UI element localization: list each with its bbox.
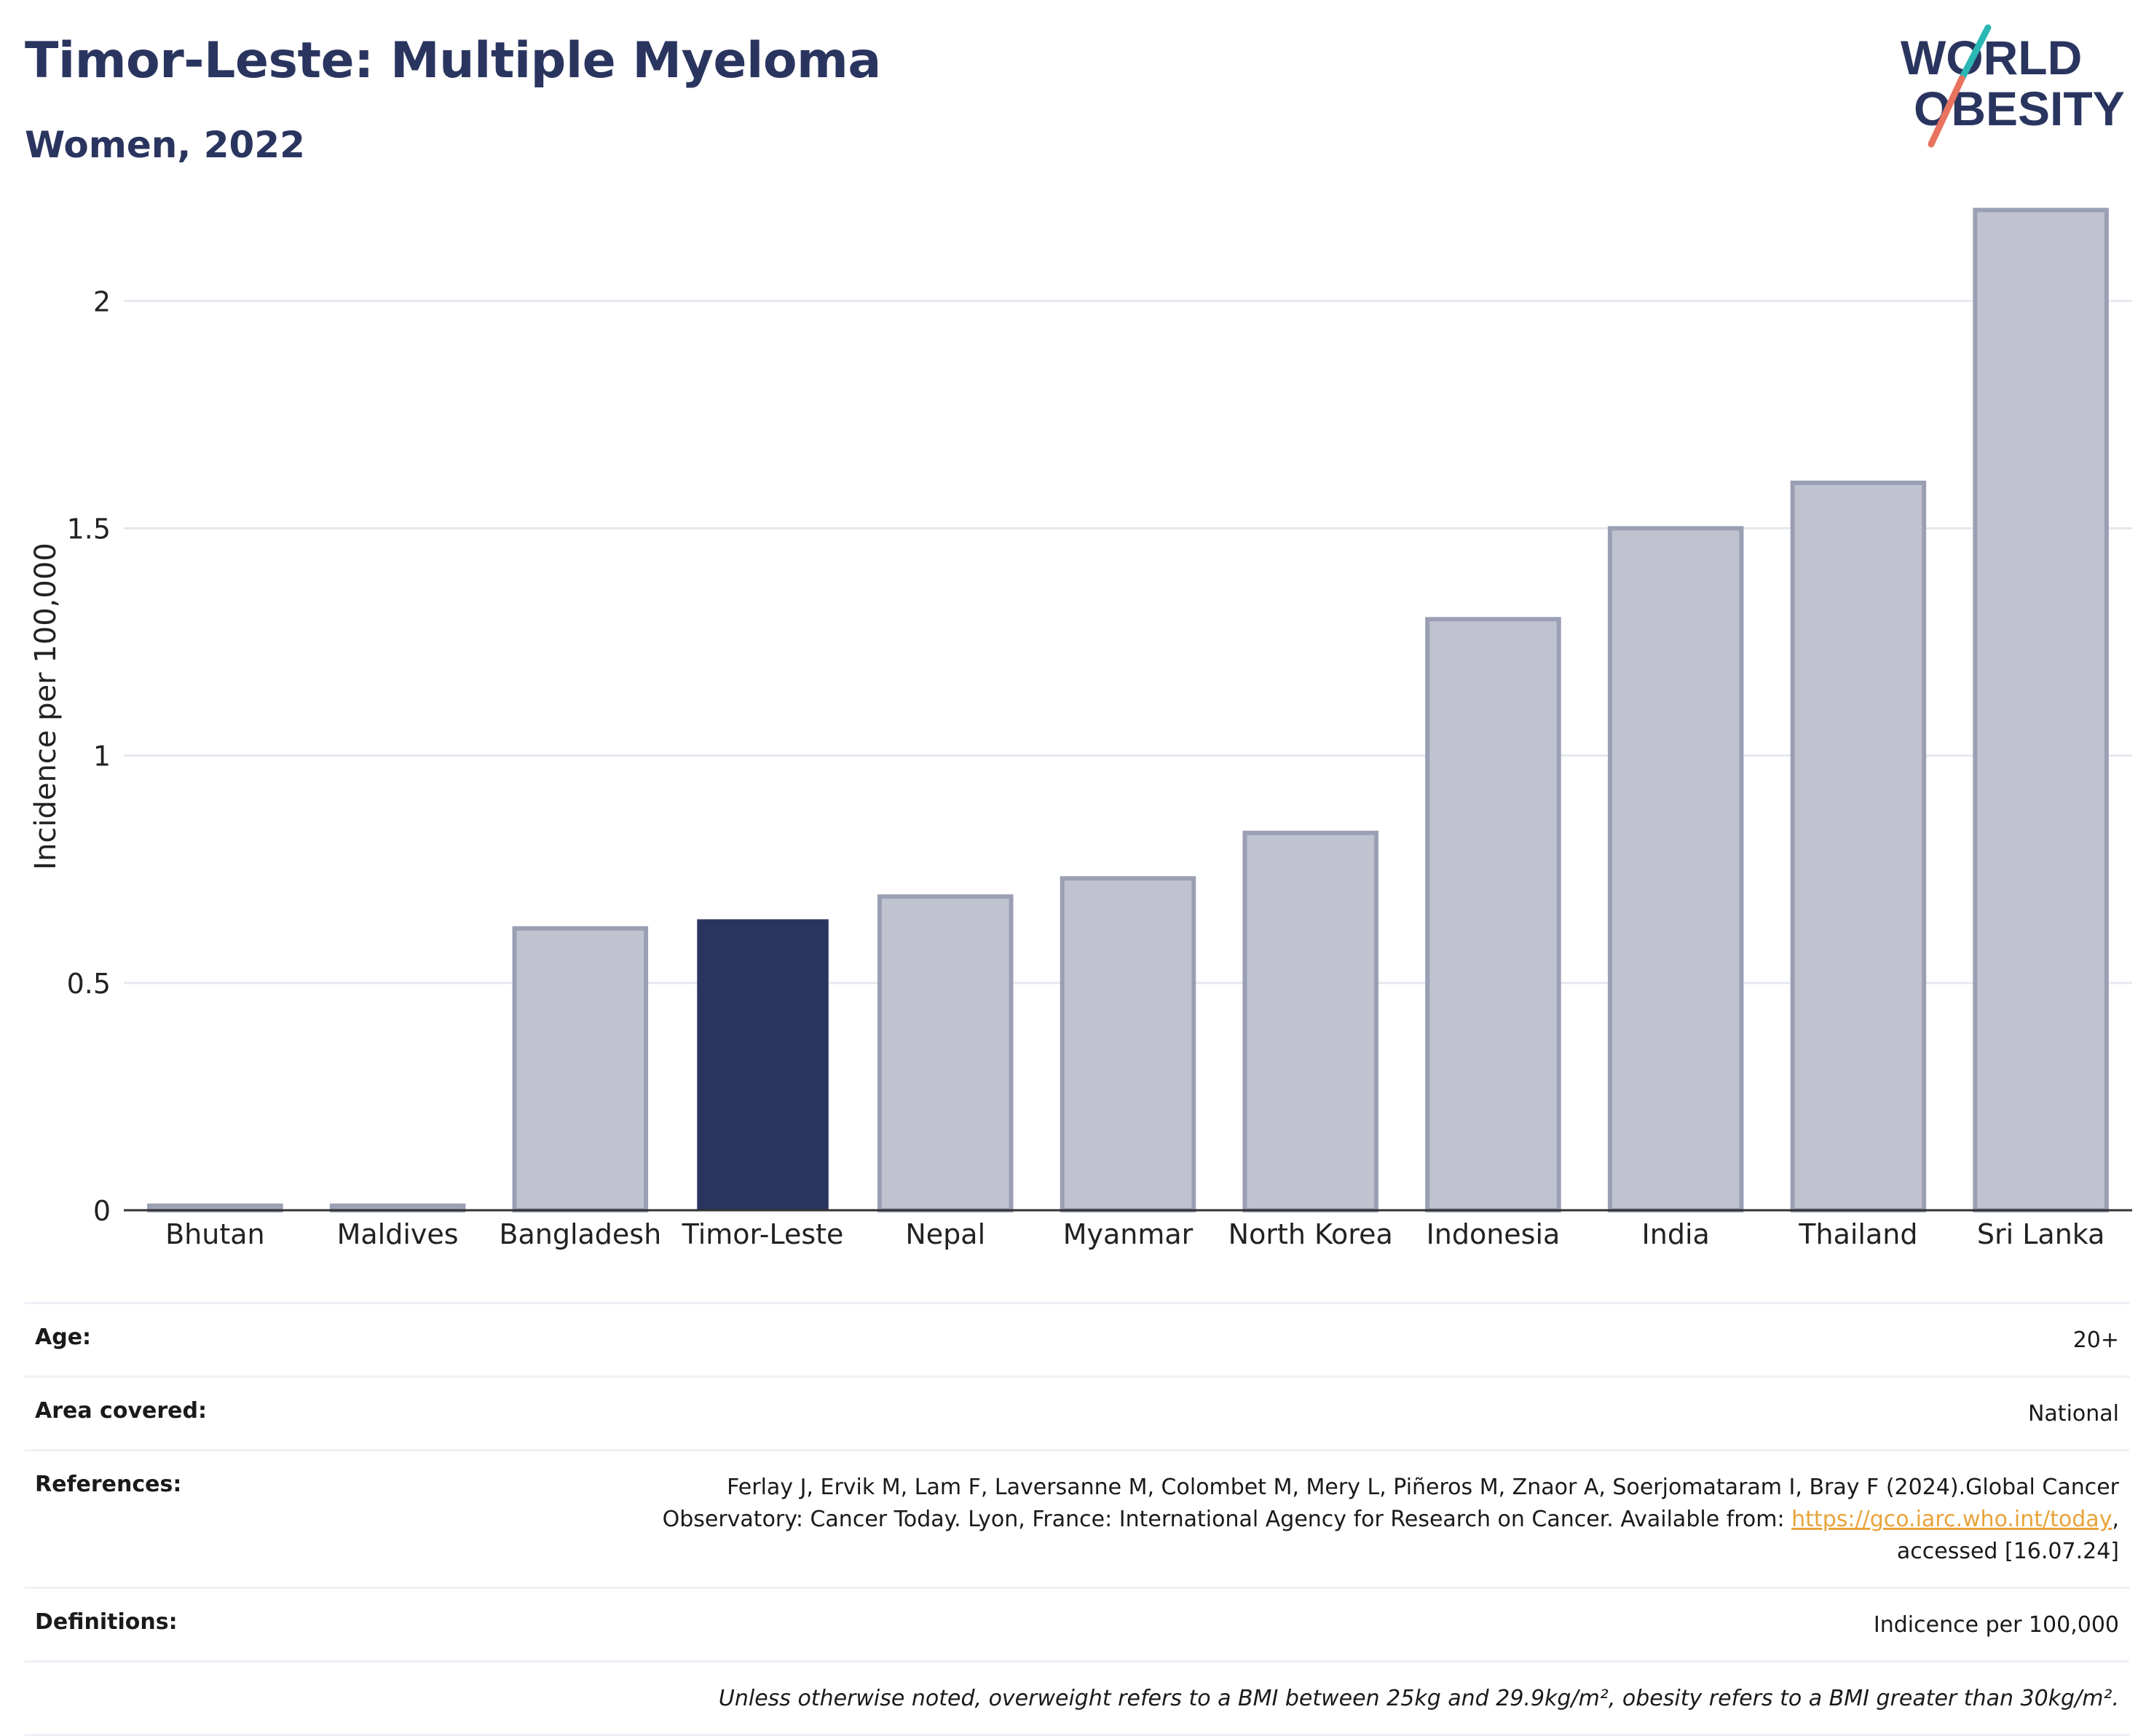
y-tick-label: 0 (93, 1195, 111, 1227)
x-tick-label: Bhutan (165, 1218, 265, 1250)
slash-mark-icon-lower (1928, 75, 1965, 148)
slash-mark-icon (1958, 24, 1992, 82)
bar-indonesia (1425, 617, 1561, 1212)
world-obesity-logo: WORLD OBESITY (1901, 24, 2125, 148)
x-tick-labels: Bhutan Maldives Bangladesh Timor-Leste Nepal… (165, 1218, 2104, 1250)
meta-row-definitions: Definitions: Indicence per 100,000 (25, 1587, 2129, 1660)
y-tick-label: 0.5 (67, 968, 111, 1000)
y-tick-label: 2 (93, 285, 111, 317)
x-tick-label: Nepal (905, 1218, 985, 1250)
page-subtitle: Women, 2022 (25, 124, 305, 166)
references-value: Ferlay J, Ervik M, Lam F, Laversanne M, … (663, 1472, 2119, 1568)
x-tick-label: Bangladesh (499, 1218, 661, 1250)
x-tick-label: Timor-Leste (682, 1218, 844, 1250)
references-label: References: (35, 1472, 182, 1497)
metadata-table: Age: 20+ Area covered: National Referenc… (25, 1302, 2129, 1736)
logo-line1: WORLD (1901, 31, 2082, 84)
definitions-value: Indicence per 100,000 (1873, 1612, 2119, 1638)
bar-chart: 0 0.5 1 1.5 2 Bhutan Maldives Bangladesh Timor-… (29, 208, 2132, 1250)
page-title: Timor-Leste: Multiple Myeloma (25, 32, 881, 90)
age-label: Age: (35, 1325, 92, 1350)
y-tick-label: 1.5 (67, 513, 111, 545)
references-text-4: accessed [16.07.24] (1896, 1539, 2119, 1564)
bmi-note: Unless otherwise noted, overweight refer… (718, 1686, 2119, 1711)
meta-row-age: Age: 20+ (25, 1302, 2129, 1376)
meta-row-references: References: Ferlay J, Ervik M, Lam F, La… (25, 1449, 2129, 1587)
x-tick-label: India (1642, 1218, 1710, 1250)
y-tick-labels: 0 0.5 1 1.5 2 (67, 285, 111, 1227)
bar-bangladesh (512, 926, 649, 1212)
x-tick-label: Sri Lanka (1977, 1218, 2105, 1250)
meta-row-note: Unless otherwise noted, overweight refer… (25, 1660, 2129, 1736)
references-link[interactable]: https://gco.iarc.who.int/today (1791, 1507, 2112, 1532)
x-tick-label: Myanmar (1063, 1218, 1194, 1250)
x-tick-label: North Korea (1228, 1218, 1393, 1250)
age-value: 20+ (2072, 1327, 2119, 1353)
x-tick-label: Thailand (1798, 1218, 1917, 1250)
bar-myanmar (1060, 876, 1196, 1212)
definitions-label: Definitions: (35, 1609, 178, 1635)
y-axis-label: Incidence per 100,000 (29, 542, 63, 870)
x-tick-label: Indonesia (1427, 1218, 1561, 1250)
bars (147, 208, 2109, 1212)
bar-thailand (1790, 481, 1927, 1212)
area-value: National (2027, 1401, 2119, 1427)
bar-sri-lanka (1973, 208, 2109, 1212)
bar-timor-leste (697, 919, 829, 1210)
bar-nepal (877, 894, 1014, 1212)
area-label: Area covered: (35, 1398, 207, 1424)
y-tick-label: 1 (93, 741, 111, 773)
references-text-2: Observatory: Cancer Today. Lyon, France:… (662, 1507, 1792, 1532)
references-text-1: Ferlay J, Ervik M, Lam F, Laversanne M, … (727, 1475, 2119, 1500)
x-tick-label: Maldives (337, 1218, 459, 1250)
meta-row-area: Area covered: National (25, 1376, 2129, 1449)
bar-india (1607, 526, 1744, 1212)
references-text-3: , (2112, 1507, 2119, 1532)
bar-north-korea (1242, 830, 1378, 1212)
